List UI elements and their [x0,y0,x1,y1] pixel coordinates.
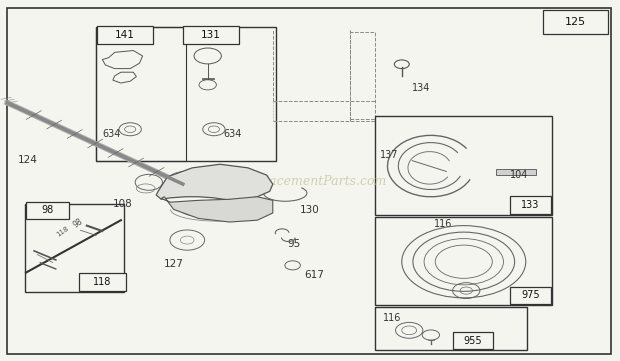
Text: 975: 975 [521,290,540,300]
Polygon shape [156,164,273,200]
Bar [375,116,552,215]
Text: 98: 98 [71,217,84,230]
Text: 131: 131 [201,30,221,40]
Bar [96,27,186,161]
Text: 124: 124 [17,155,37,165]
Text: 134: 134 [412,83,430,93]
Bar [25,204,124,292]
Text: 116: 116 [434,219,453,229]
Bar [183,26,239,44]
Text: 108: 108 [113,199,133,209]
Bar [510,196,551,214]
Bar [375,217,552,305]
Bar [542,10,608,34]
Polygon shape [161,197,273,222]
Text: 634: 634 [223,129,242,139]
Bar [97,26,153,44]
Bar [510,287,551,304]
Text: 137: 137 [380,149,399,160]
Text: 127: 127 [164,258,184,269]
Bar [79,273,126,291]
Bar [96,27,276,161]
Text: 634: 634 [102,129,121,139]
Bar [496,169,536,175]
Text: 617: 617 [304,270,324,280]
Text: 118: 118 [56,225,70,238]
Bar [350,32,375,119]
Bar [453,332,493,349]
Text: 130: 130 [299,205,319,215]
Text: 116: 116 [383,313,401,323]
Bar [26,202,69,219]
Text: eReplacementParts.com: eReplacementParts.com [233,175,387,188]
Text: 141: 141 [115,30,135,40]
Text: 95: 95 [287,239,300,249]
Text: 133: 133 [521,200,539,210]
Text: 98: 98 [42,205,54,216]
Text: 118: 118 [94,277,112,287]
Text: 955: 955 [463,336,482,346]
Text: 125: 125 [564,17,586,27]
Bar [375,307,527,350]
Text: 104: 104 [510,170,529,180]
